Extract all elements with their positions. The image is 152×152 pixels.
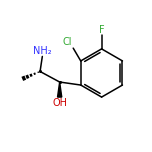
Text: OH: OH (52, 98, 67, 108)
Text: Cl: Cl (63, 37, 73, 47)
Text: NH₂: NH₂ (33, 46, 52, 56)
Text: F: F (99, 25, 104, 35)
Polygon shape (58, 82, 62, 97)
